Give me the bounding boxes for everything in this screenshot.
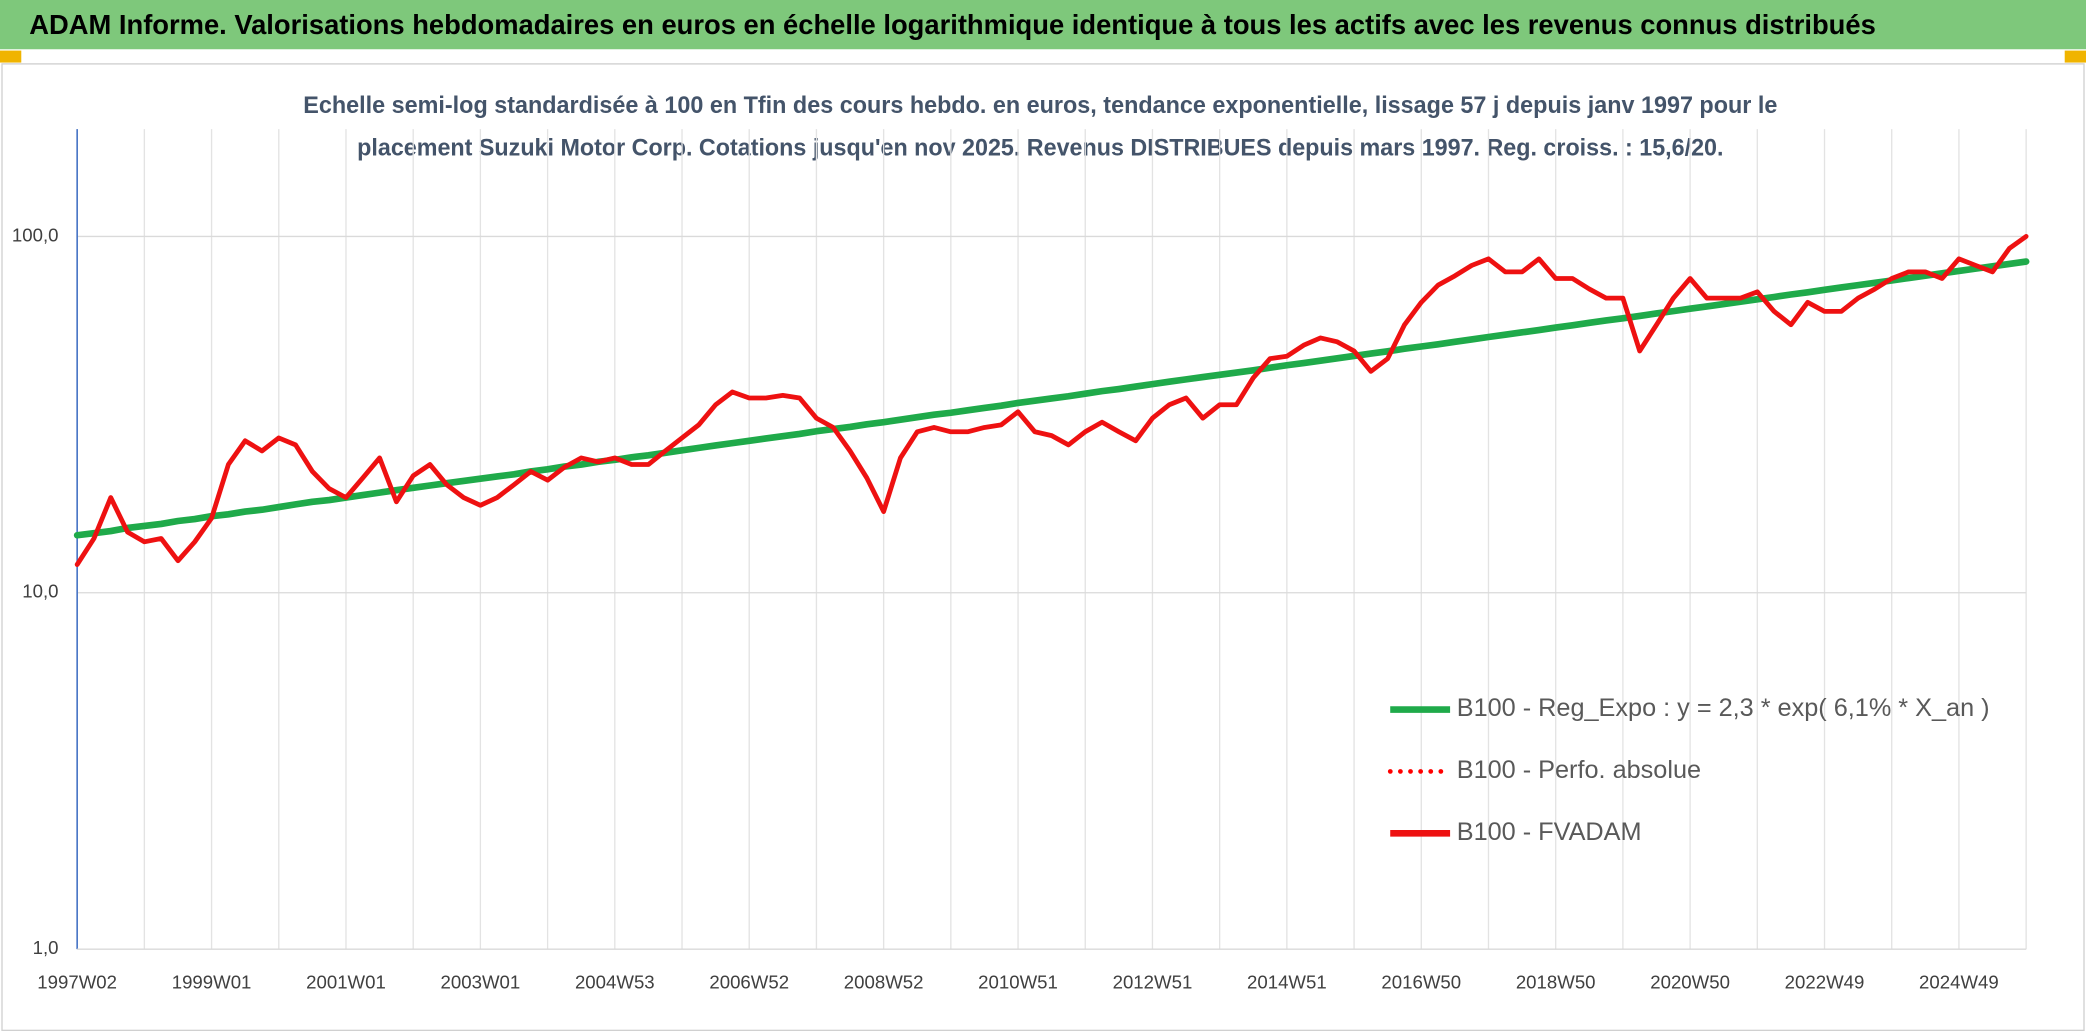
x-tick-label: 2020W50 bbox=[1650, 972, 1730, 993]
x-tick-label: 2012W51 bbox=[1113, 972, 1193, 993]
x-tick-label: 2010W51 bbox=[978, 972, 1058, 993]
legend-label: B100 - FVADAM bbox=[1457, 818, 1642, 846]
y-tick-label: 10,0 bbox=[22, 581, 58, 602]
x-tick-label: 2006W52 bbox=[709, 972, 789, 993]
chart-subtitle: placement Suzuki Motor Corp. Cotations j… bbox=[357, 134, 1723, 161]
x-tick-label: 2014W51 bbox=[1247, 972, 1327, 993]
x-tick-label: 2016W50 bbox=[1381, 972, 1461, 993]
y-tick-label: 1,0 bbox=[33, 937, 59, 958]
x-tick-label: 2004W53 bbox=[575, 972, 655, 993]
x-tick-label: 2018W50 bbox=[1516, 972, 1596, 993]
chart-frame bbox=[1, 63, 2085, 1032]
y-tick-label: 100,0 bbox=[12, 224, 59, 245]
chart-subtitle: Echelle semi-log standardisée à 100 en T… bbox=[303, 92, 1777, 119]
x-tick-label: 1997W02 bbox=[37, 972, 117, 993]
legend-label: B100 - Reg_Expo : y = 2,3 * exp( 6,1% * … bbox=[1457, 694, 1990, 722]
series-line bbox=[74, 234, 2029, 567]
header-bar bbox=[0, 0, 2086, 50]
x-tick-label: 2001W01 bbox=[306, 972, 386, 993]
corner-mark bbox=[2064, 50, 2086, 63]
x-tick-label: 2008W52 bbox=[844, 972, 924, 993]
x-tick-label: 2024W49 bbox=[1919, 972, 1999, 993]
corner-mark bbox=[0, 50, 22, 63]
legend-label: B100 - Perfo. absolue bbox=[1457, 756, 1701, 784]
x-tick-label: 2003W01 bbox=[441, 972, 521, 993]
x-tick-label: 2022W49 bbox=[1785, 972, 1865, 993]
chart-title: ADAM Informe. Valorisations hebdomadaire… bbox=[29, 9, 1876, 40]
x-tick-label: 1999W01 bbox=[172, 972, 252, 993]
